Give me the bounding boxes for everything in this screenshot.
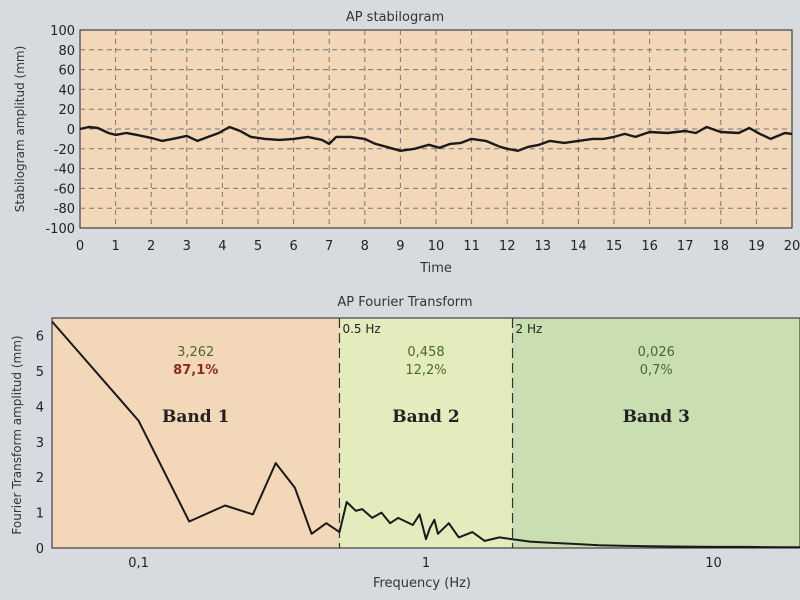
band-2-percent: 12,2%: [405, 363, 446, 378]
stabilogram-x-tick-label: 17: [677, 239, 694, 254]
stabilogram-x-tick-label: 1: [111, 239, 119, 254]
fourier-y-tick-label: 5: [36, 365, 44, 380]
stabilogram-x-tick-label: 4: [218, 239, 226, 254]
band-3-region: [512, 318, 800, 548]
band-edge-0-5hz-label: 0.5 Hz: [342, 322, 380, 336]
stabilogram-x-tick-label: 20: [784, 239, 800, 254]
stabilogram-x-tick-label: 9: [396, 239, 404, 254]
stabilogram-y-ticks: 100 80 60 40 20 0 -20 -40 -60 -80 -100: [45, 24, 75, 237]
stabilogram-chart: AP stabilogram 100806040200-20-40-60-80-…: [13, 10, 800, 276]
stabilogram-grid: [80, 30, 792, 228]
fourier-y-ticks: 0 1 2 3 4 5 6: [36, 330, 44, 557]
stabilogram-y-tick-label: 80: [58, 44, 75, 59]
stabilogram-y-tick-label: -100: [45, 222, 75, 237]
fourier-y-axis-label: Fourier Transform amplitud (mm): [10, 335, 24, 534]
stabilogram-y-tick-label: 40: [58, 83, 75, 98]
stabilogram-y-tick-label: -20: [54, 143, 75, 158]
fourier-x-tick-label: 0,1: [128, 556, 149, 571]
fourier-y-tick-label: 4: [36, 400, 44, 415]
stabilogram-y-tick-label: 100: [50, 24, 75, 39]
stabilogram-x-tick-label: 8: [361, 239, 369, 254]
stabilogram-x-tick-label: 6: [289, 239, 297, 254]
stabilogram-x-tick-label: 16: [641, 239, 658, 254]
stabilogram-x-tick-label: 5: [254, 239, 262, 254]
fourier-series-line: [51, 320, 800, 549]
fourier-chart: AP Fourier Transform 0.5 Hz 2 Hz 3,262 8…: [10, 295, 800, 591]
band-3-value: 0,026: [638, 345, 675, 360]
fourier-x-ticks: 0,1 1 10: [128, 556, 722, 571]
fourier-x-tick-label: 1: [422, 556, 430, 571]
fourier-y-tick-label: 2: [36, 471, 44, 486]
band-2-value: 0,458: [407, 345, 444, 360]
stabilogram-x-tick-label: 2: [147, 239, 155, 254]
stabilogram-y-axis-label: Stabilogram amplitud (mm): [13, 46, 27, 213]
stabilogram-x-tick-label: 3: [183, 239, 191, 254]
stabilogram-y-tick-label: 60: [58, 64, 75, 79]
stabilogram-x-ticks: 0 1 2 3 4 5 6 7 8 9 10 11 12 13 14 15 16 17 18 19 20: [76, 239, 800, 254]
stabilogram-series-line: [79, 125, 793, 153]
stabilogram-x-tick-label: 15: [606, 239, 623, 254]
band-3-percent: 0,7%: [640, 363, 673, 378]
fourier-title: AP Fourier Transform: [337, 295, 472, 310]
fourier-plot-border: [51, 317, 800, 549]
stabilogram-y-tick-label: 20: [58, 103, 75, 118]
band-1-value: 3,262: [177, 345, 214, 360]
stabilogram-title: AP stabilogram: [346, 10, 444, 25]
stabilogram-y-tick-label: -40: [54, 163, 75, 178]
stabilogram-x-tick-label: 14: [570, 239, 587, 254]
stabilogram-y-tick-label: -60: [54, 182, 75, 197]
fourier-x-axis-label: Frequency (Hz): [373, 576, 471, 591]
band-2-region: [339, 318, 513, 548]
band-1-region: [52, 318, 340, 548]
fourier-y-tick-label: 3: [36, 436, 44, 451]
stabilogram-x-tick-label: 0: [76, 239, 84, 254]
stabilogram-x-axis-label: Time: [419, 261, 452, 276]
band-1-percent: 87,1%: [173, 363, 218, 378]
stabilogram-y-tick-label: -80: [54, 202, 75, 217]
band-1-name: Band 1: [162, 407, 229, 427]
stabilogram-x-tick-label: 18: [713, 239, 730, 254]
fourier-y-tick-label: 0: [36, 542, 44, 557]
stabilogram-x-tick-label: 10: [428, 239, 445, 254]
stabilogram-x-tick-label: 7: [325, 239, 333, 254]
band-edge-2hz-label: 2 Hz: [516, 322, 543, 336]
stabilogram-x-tick-label: 19: [748, 239, 765, 254]
band-2-name: Band 2: [392, 407, 459, 427]
stabilogram-x-tick-label: 11: [463, 239, 480, 254]
stabilogram-y-tick-label: 0: [67, 123, 75, 138]
fourier-y-tick-label: 1: [36, 507, 44, 522]
stabilogram-x-tick-label: 12: [499, 239, 516, 254]
fourier-y-tick-label: 6: [36, 330, 44, 345]
fourier-x-tick-label: 10: [705, 556, 722, 571]
stabilogram-x-tick-label: 13: [535, 239, 552, 254]
band-3-name: Band 3: [623, 407, 690, 427]
